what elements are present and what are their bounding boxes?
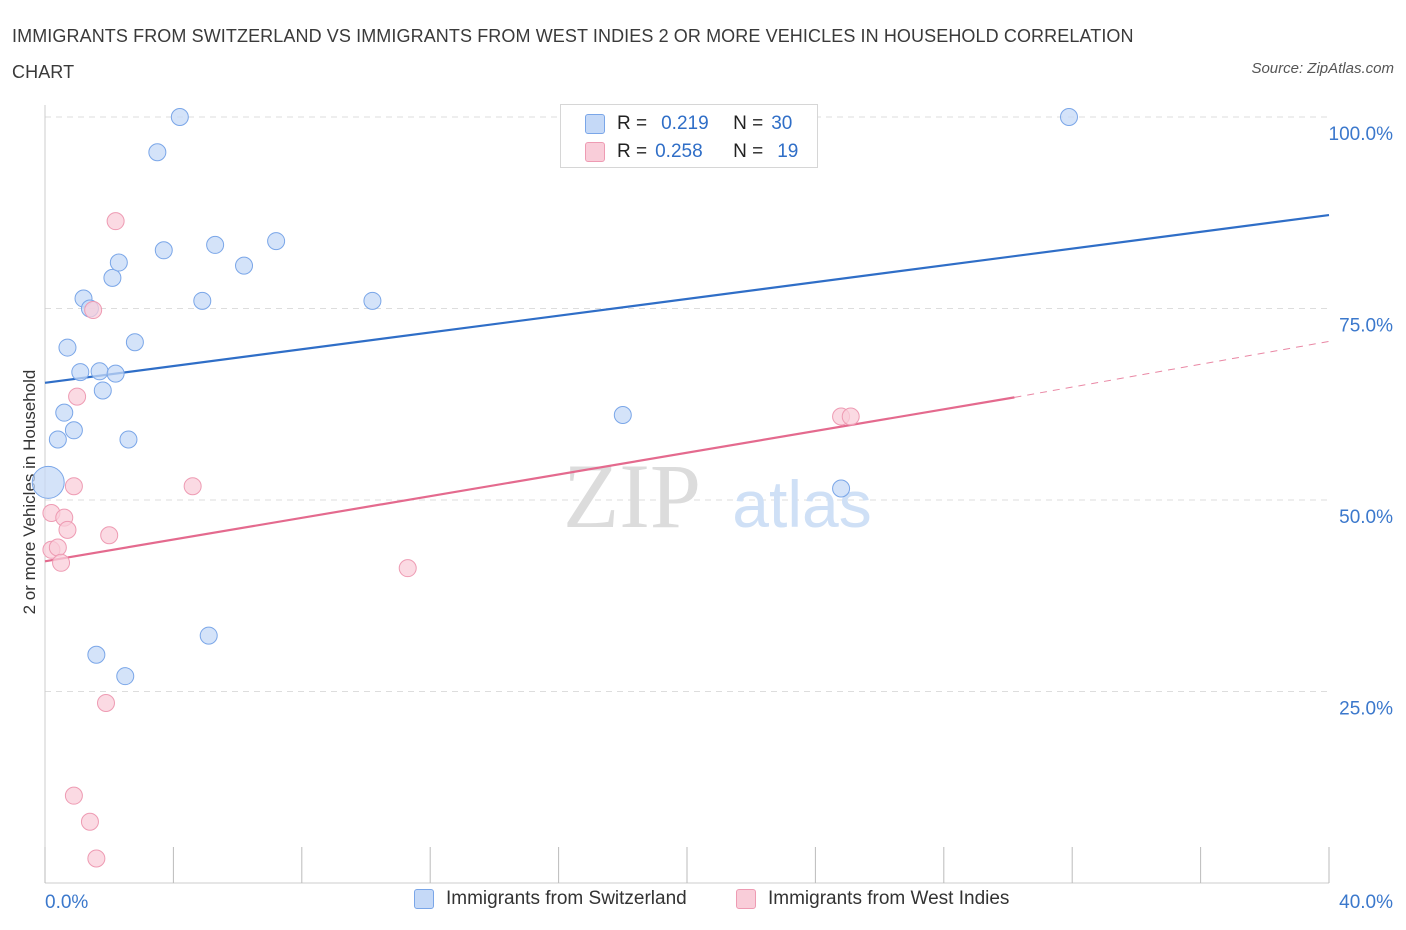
legend-n-value: 30 <box>771 113 793 134</box>
series-legend-west-indies: Immigrants from West Indies <box>736 888 1009 910</box>
legend-swatch-pink <box>585 142 605 162</box>
legend-r-label: R = <box>617 113 648 134</box>
legend-n-value: 19 <box>777 141 799 162</box>
series-legend-label: Immigrants from Switzerland <box>446 888 687 909</box>
point-blue <box>154 241 173 260</box>
watermark-zip: ZIP <box>563 445 701 547</box>
point-pink <box>48 538 67 557</box>
point-blue <box>109 253 128 272</box>
point-blue <box>116 667 135 686</box>
point-blue <box>235 256 254 275</box>
legend-row-switzerland: R = 0.219 N = 30 <box>585 111 792 137</box>
point-pink <box>84 301 103 320</box>
point-pink <box>183 477 202 496</box>
legend-r-label: R = <box>617 141 648 162</box>
point-blue <box>93 381 112 400</box>
point-pink <box>96 693 115 712</box>
series-legend-switzerland: Immigrants from Switzerland <box>414 888 687 910</box>
point-blue <box>267 232 286 251</box>
point-pink <box>52 553 71 572</box>
point-blue <box>90 362 109 381</box>
grid-lines <box>45 116 1329 692</box>
y-tick-label: 100.0% <box>1329 124 1394 145</box>
y-tick-label: 50.0% <box>1339 507 1393 528</box>
tick-labels: 100.0% 75.0% 50.0% 25.0% 0.0% 40.0% <box>45 124 1393 913</box>
trendline-blue <box>44 213 1330 384</box>
point-blue <box>363 291 382 310</box>
watermark: ZIP atlas <box>563 445 872 547</box>
point-pink <box>100 526 119 545</box>
chart-title: IMMIGRANTS FROM SWITZERLAND VS IMMIGRANT… <box>12 26 1134 82</box>
axes <box>44 105 1330 884</box>
point-pink <box>68 387 87 406</box>
point-blue <box>103 268 122 287</box>
y-tick-label: 75.0% <box>1339 316 1393 337</box>
point-pink <box>64 477 83 496</box>
point-pink <box>841 407 860 426</box>
point-blue <box>148 143 167 162</box>
legend-n-label: N = <box>733 141 764 162</box>
series-swatch-pink <box>736 889 756 909</box>
legend-swatch-blue <box>585 114 605 134</box>
point-blue <box>87 645 106 664</box>
correlation-legend: R = 0.219 N = 30 R = 0.258 N = 19 <box>560 104 818 168</box>
point-blue <box>48 430 67 449</box>
point-blue <box>125 333 144 352</box>
data-points <box>31 108 1078 868</box>
series-swatch-blue <box>414 889 434 909</box>
point-blue <box>58 338 77 357</box>
point-blue <box>119 430 138 449</box>
point-blue <box>106 364 125 383</box>
point-pink <box>106 212 125 231</box>
point-blue <box>193 291 212 310</box>
legend-r-value: 0.258 <box>655 141 703 162</box>
point-pink <box>64 786 83 805</box>
point-blue <box>55 403 74 422</box>
trendline-pink-extension <box>1014 340 1330 398</box>
series-legend-label: Immigrants from West Indies <box>768 888 1010 909</box>
point-blue <box>206 235 225 254</box>
x-tick-label-max: 40.0% <box>1339 892 1393 913</box>
point-blue <box>31 465 65 499</box>
point-blue <box>71 363 90 382</box>
legend-n-label: N = <box>733 113 764 134</box>
point-blue <box>832 479 851 498</box>
point-pink <box>87 849 106 868</box>
y-tick-label: 25.0% <box>1339 699 1393 720</box>
point-blue <box>64 421 83 440</box>
watermark-atlas: atlas <box>732 467 871 541</box>
point-blue <box>613 405 632 424</box>
point-pink <box>58 520 77 539</box>
source-label: Source: ZipAtlas.com <box>1251 60 1394 77</box>
point-blue <box>1059 108 1078 126</box>
x-tick-label-min: 0.0% <box>45 892 88 913</box>
point-blue <box>199 626 218 645</box>
point-pink <box>398 559 417 578</box>
point-pink <box>80 812 99 831</box>
point-blue <box>170 108 189 126</box>
legend-r-value: 0.219 <box>661 113 709 134</box>
legend-row-west-indies: R = 0.258 N = 19 <box>585 139 798 165</box>
